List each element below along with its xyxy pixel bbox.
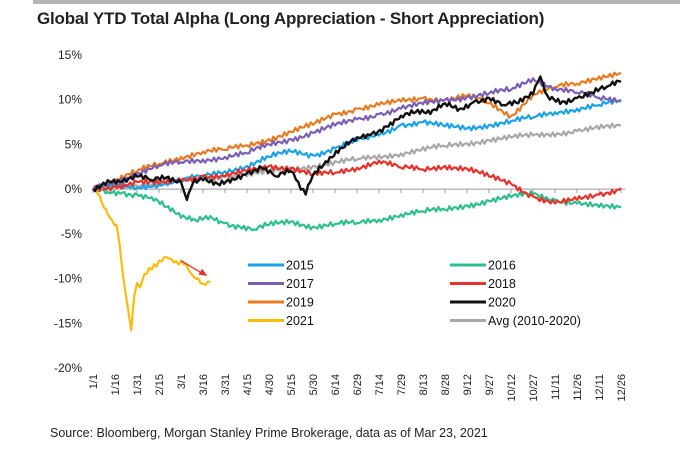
x-tick-label: 3/16 [198,374,210,395]
x-tick-label: 7/14 [374,374,386,395]
legend-item: 2021 [248,314,314,328]
series-line-2015 [92,98,622,192]
x-axis: 1/1 1/16 1/31 2/15 3/1 3/16 3/31 4/15 4/30 5/15 5/… [88,188,628,402]
legend-item: 2020 [450,296,516,310]
series-line-2017 [92,77,622,190]
x-tick-label: 4/30 [264,374,276,395]
legend-item: 2015 [248,259,314,273]
x-tick-label: 12/11 [594,374,606,401]
legend-label: 2018 [488,277,516,291]
x-tick-label: 8/28 [440,374,452,395]
x-tick-label: 1/31 [132,374,144,395]
legend-label: 2015 [286,259,314,273]
legend-item: 2019 [248,296,314,310]
y-axis: 15% 10% 5% 0% -5% -10% -15% -20% [54,48,82,375]
legend-label: Avg (2010-2020) [488,314,581,328]
legend-item: 2018 [450,277,516,291]
x-tick-label: 12/26 [616,374,628,402]
annotation-arrow-shaft [180,260,202,274]
x-tick-label: 10/27 [528,374,540,402]
legend-label: 2021 [286,314,314,328]
x-tick-label: 6/14 [330,374,342,395]
y-tick-label: 10% [58,93,82,107]
x-tick-label: 9/27 [484,374,496,395]
x-tick-label: 5/15 [286,374,298,395]
legend-item: 2017 [248,277,314,291]
legend-label: 2020 [488,296,516,310]
y-tick-label: 0% [65,182,83,196]
x-tick-label: 1/1 [88,374,100,389]
legend: 2015 2016 2017 2018 2019 2020 2021 Avg (2010-20… [248,259,581,328]
legend-item: Avg (2010-2020) [450,314,581,328]
x-tick-label: 3/31 [220,374,232,395]
source-note: Source: Bloomberg, Morgan Stanley Prime … [50,426,488,440]
series-line-2020 [92,75,622,202]
x-tick-label: 5/30 [308,374,320,395]
x-tick-label: 1/16 [110,374,122,395]
x-tick-label: 10/12 [506,374,518,402]
legend-item: 2016 [450,259,516,273]
y-tick-label: -5% [61,227,83,241]
legend-label: 2017 [286,277,314,291]
x-tick-label: 3/1 [176,374,188,389]
legend-label: 2016 [488,259,516,273]
top-border [33,0,680,4]
x-tick-label: 11/11 [550,374,562,400]
x-tick-label: 9/12 [462,374,474,395]
y-tick-label: -20% [54,361,82,375]
x-tick-label: 6/29 [352,374,364,395]
x-tick-label: 8/13 [418,374,430,395]
x-tick-label: 7/29 [396,374,408,395]
chart-title: Global YTD Total Alpha (Long Appreciatio… [37,9,545,28]
y-tick-label: 5% [65,137,83,151]
series-line-2016 [92,185,622,232]
series-lines [92,71,622,332]
y-tick-label: -15% [54,316,82,330]
series-line-2021 [92,188,211,332]
y-tick-label: 15% [58,48,82,62]
legend-label: 2019 [286,296,314,310]
series-line-2018 [92,159,622,205]
y-tick-label: -10% [54,272,82,286]
x-tick-label: 4/15 [242,374,254,395]
x-tick-label: 2/15 [154,374,166,395]
annotation [180,260,208,276]
annotation-arrow-head [198,268,208,276]
x-tick-label: 11/26 [572,374,584,401]
